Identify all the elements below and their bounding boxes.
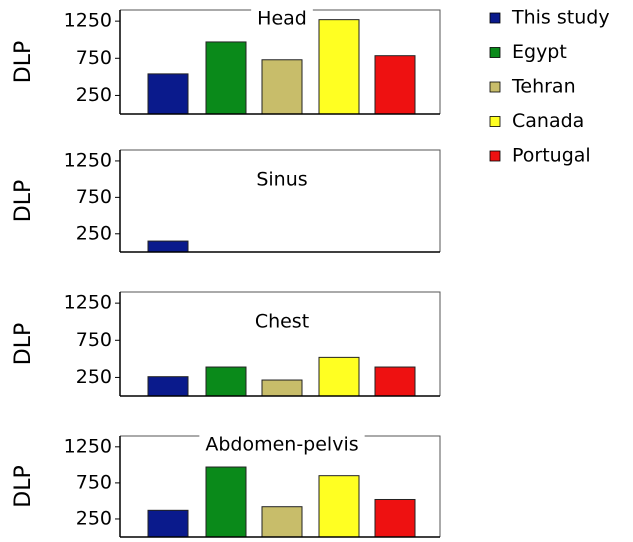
bar	[147, 73, 189, 115]
y-tick-label: 250	[76, 222, 112, 244]
bar	[261, 506, 303, 538]
y-tick-label: 250	[76, 366, 112, 388]
bar	[374, 55, 416, 115]
legend-label: Canada	[512, 110, 584, 132]
bar	[318, 19, 360, 115]
panel-title: Sinus	[256, 169, 307, 191]
bar	[205, 41, 247, 115]
y-tick-label: 750	[76, 329, 112, 351]
bar	[147, 240, 189, 253]
bar	[318, 356, 360, 397]
legend-label: Tehran	[511, 76, 576, 98]
legend-label: Egypt	[512, 41, 567, 63]
y-tick-label: 250	[76, 507, 112, 529]
bar	[205, 366, 247, 397]
legend-swatch	[489, 47, 501, 58]
bar	[261, 59, 303, 115]
bar	[374, 366, 416, 397]
title-bg	[251, 8, 313, 12]
bar	[147, 376, 189, 397]
bar	[374, 498, 416, 538]
title-bg	[199, 434, 365, 438]
y-tick-label: 1250	[64, 435, 112, 457]
y-axis-label: DLP	[11, 180, 36, 222]
y-tick-label: 1250	[64, 292, 112, 314]
frame	[120, 9, 441, 114]
legend-swatch	[489, 81, 501, 93]
frame	[120, 149, 441, 252]
panel-title: Abdomen-pelvis	[205, 434, 358, 456]
legend-label: Portugal	[512, 145, 591, 167]
legend-swatch	[489, 12, 501, 24]
bar	[261, 379, 303, 397]
panel-title: Chest	[255, 311, 309, 333]
frame	[120, 291, 441, 396]
bar	[205, 466, 247, 538]
y-tick-label: 750	[76, 47, 112, 69]
y-tick-label: 250	[76, 84, 112, 106]
y-tick-label: 1250	[64, 149, 112, 171]
legend-label: This study	[511, 7, 610, 29]
panel-title: Head	[257, 8, 307, 30]
y-axis-label: DLP	[11, 41, 36, 83]
legend-swatch	[489, 150, 501, 162]
bar	[147, 509, 189, 538]
bar	[318, 475, 360, 538]
y-tick-label: 1250	[64, 10, 112, 32]
y-axis-label: DLP	[11, 323, 36, 365]
legend-swatch	[489, 116, 501, 127]
y-tick-label: 750	[76, 471, 112, 493]
y-tick-label: 750	[76, 186, 112, 208]
y-axis-label: DLP	[11, 465, 36, 507]
